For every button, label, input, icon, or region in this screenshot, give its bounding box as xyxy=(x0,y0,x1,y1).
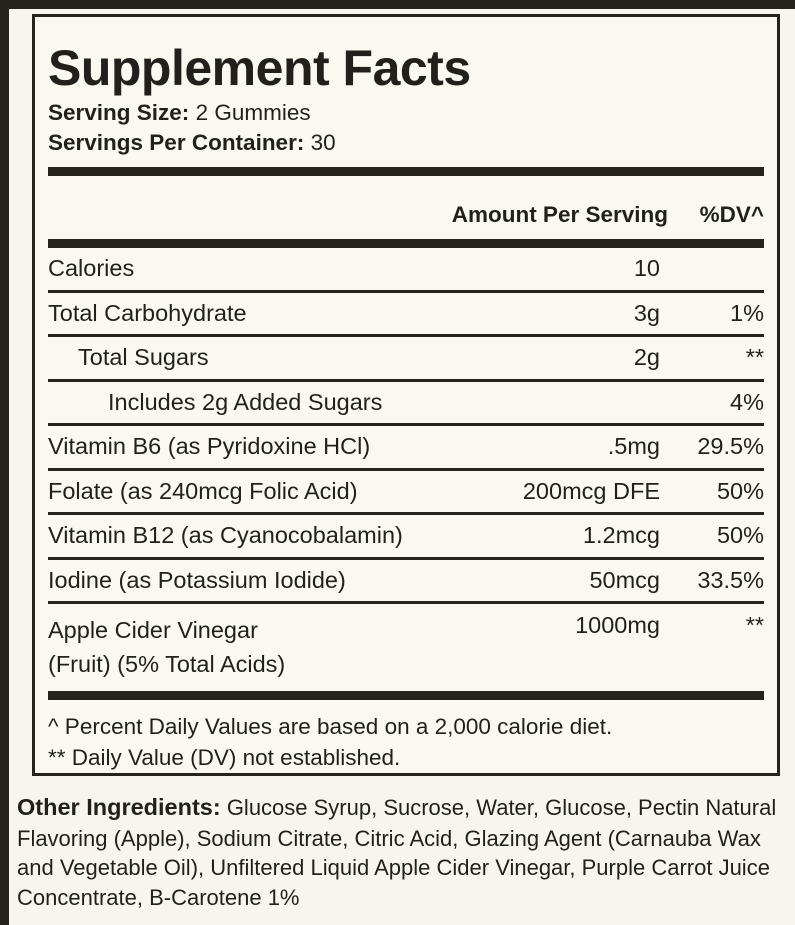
table-row: Calories 10 xyxy=(48,248,764,290)
nutrient-dv: 50% xyxy=(716,522,764,549)
nutrient-dv: 29.5% xyxy=(697,433,764,460)
nutrient-name: Total Sugars xyxy=(78,344,209,371)
nutrient-name: Folate (as 240mcg Folic Acid) xyxy=(48,477,358,504)
row-divider xyxy=(48,556,764,560)
nutrient-name: Calories xyxy=(48,255,135,282)
nutrient-amount: .5mg xyxy=(607,433,660,460)
nutrient-amount: 2g xyxy=(633,344,660,371)
table-row: Vitamin B12 (as Cyanocobalamin) 1.2mcg 50% xyxy=(48,515,764,557)
column-header-dv: %DV^ xyxy=(699,202,764,228)
table-header-row: Amount Per Serving %DV^ xyxy=(48,176,764,233)
row-divider xyxy=(48,334,764,338)
nutrient-dv: ** xyxy=(745,612,764,639)
nutrient-rows: Calories 10 Total Carbohydrate 3g 1% Total Su… xyxy=(48,248,764,685)
row-divider xyxy=(48,467,764,471)
supplement-facts-panel: Supplement Facts Serving Size: 2 Gummies… xyxy=(32,14,780,776)
page-title: Supplement Facts xyxy=(48,40,471,96)
row-divider xyxy=(48,512,764,516)
nutrient-amount: 1.2mcg xyxy=(582,522,660,549)
nutrient-name: Vitamin B6 (as Pyridoxine HCl) xyxy=(48,433,371,460)
nutrient-amount: 3g xyxy=(633,299,660,326)
nutrient-name: Apple Cider Vinegar (Fruit) (5% Total Aci… xyxy=(48,613,575,681)
column-header-amount: Amount Per Serving xyxy=(451,202,668,228)
divider-thick-footnotes xyxy=(48,691,764,701)
nutrient-dv: ** xyxy=(745,344,764,371)
nutrient-dv: 50% xyxy=(716,477,764,504)
row-divider xyxy=(48,289,764,293)
nutrient-name: Includes 2g Added Sugars xyxy=(108,388,383,415)
table-row: Iodine (as Potassium Iodide) 50mcg 33.5% xyxy=(48,560,764,602)
divider-thick-header xyxy=(48,239,764,249)
nutrient-name-line2: (Fruit) (5% Total Acids) xyxy=(48,651,286,678)
footnote-dv-basis: ^ Percent Daily Values are based on a 2,… xyxy=(48,714,613,740)
servings-per-container-value: 30 xyxy=(310,130,336,156)
table-row: Apple Cider Vinegar (Fruit) (5% Total Aci… xyxy=(48,604,764,685)
table-row: Vitamin B6 (as Pyridoxine HCl) .5mg 29.5% xyxy=(48,426,764,468)
servings-per-container-line: Servings Per Container: 30 xyxy=(48,128,764,158)
serving-size-line: Serving Size: 2 Gummies xyxy=(48,98,764,128)
servings-per-container-label: Servings Per Container: xyxy=(48,130,305,156)
footnotes: ^ Percent Daily Values are based on a 2,… xyxy=(48,700,764,773)
nutrient-name: Vitamin B12 (as Cyanocobalamin) xyxy=(48,522,403,549)
other-ingredients-section: Other Ingredients: Glucose Syrup, Sucros… xyxy=(17,792,795,913)
nutrient-dv: 1% xyxy=(730,299,764,326)
other-ingredients-text: Glucose Syrup, Sucrose, Water, Glucose, … xyxy=(17,795,777,911)
nutrient-amount: 10 xyxy=(633,255,660,282)
nutrient-name: Iodine (as Potassium Iodide) xyxy=(48,566,346,593)
serving-size-label: Serving Size: xyxy=(48,100,190,125)
divider-thick-top xyxy=(48,167,764,177)
table-row: Includes 2g Added Sugars 4% xyxy=(48,382,764,424)
nutrient-dv: 4% xyxy=(730,388,764,415)
nutrient-name-line1: Apple Cider Vinegar xyxy=(48,617,258,644)
table-row: Folate (as 240mcg Folic Acid) 200mcg DFE 5… xyxy=(48,471,764,513)
serving-size-value: 2 Gummies xyxy=(195,100,311,125)
table-row: Total Carbohydrate 3g 1% xyxy=(48,293,764,335)
row-divider xyxy=(48,378,764,382)
nutrient-amount: 200mcg DFE xyxy=(522,477,660,504)
row-divider xyxy=(48,423,764,427)
nutrient-dv: 33.5% xyxy=(697,566,764,593)
nutrient-name: Total Carbohydrate xyxy=(48,299,247,326)
footnote-dv-not-established: ** Daily Value (DV) not established. xyxy=(48,745,401,771)
nutrient-amount: 50mcg xyxy=(589,566,660,593)
other-ingredients-label: Other Ingredients: xyxy=(17,794,221,820)
nutrient-amount: 1000mg xyxy=(575,612,660,639)
table-row: Total Sugars 2g ** xyxy=(48,337,764,379)
row-divider xyxy=(48,601,764,605)
